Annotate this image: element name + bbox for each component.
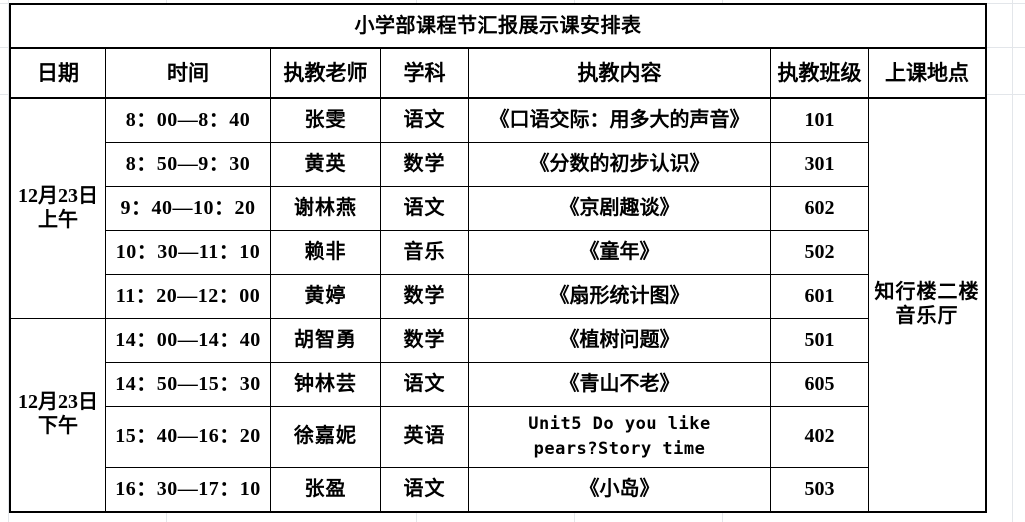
time-cell: 10：30—11：10 [105,230,271,275]
title-row: 小学部课程节汇报展示课安排表 [9,4,987,49]
subject-cell: 数学 [380,274,469,319]
teacher-cell: 黄婷 [270,274,381,319]
date-line-2: 上午 [38,208,78,231]
subject-cell: 音乐 [380,230,469,275]
teacher-cell: 钟林芸 [270,362,381,407]
subject-cell: 数学 [380,318,469,363]
time-cell: 14：00—14：40 [105,318,271,363]
class-cell: 601 [770,274,869,319]
date-cell: 12月23日 下午 [10,318,106,512]
location-line-2: 音乐厅 [895,305,959,327]
time-cell: 8：00—8：40 [105,97,271,143]
table-header-row: 日期 时间 执教老师 学科 执教内容 执教班级 上课地点 [10,47,987,99]
table-row: 15：40—16：20 徐嘉妮 英语 Unit5 Do you like pears?S… [11,406,986,468]
location-cell: 知行楼二楼 音乐厅 [867,97,987,512]
date-line-2: 下午 [38,415,78,437]
subject-cell: 数学 [380,142,469,187]
date-cell: 12月23日 上午 [10,97,106,319]
table-row: 9：40—10：20 谢林燕 语文 《京剧趣谈》 602 [11,186,986,231]
date-line-1: 12月23日 [18,184,98,207]
content-cell: 《口语交际：用多大的声音》 [468,97,771,143]
teacher-cell: 胡智勇 [270,318,381,363]
date-line-1: 12月23日 [18,391,98,414]
column-header-date: 日期 [10,47,106,99]
class-cell: 501 [770,318,869,363]
teacher-cell: 张盈 [270,467,381,512]
content-cell: 《青山不老》 [468,362,771,407]
class-cell: 605 [770,362,869,407]
content-cell: 《分数的初步认识》 [468,142,771,187]
content-cell: Unit5 Do you like pears?Story time [468,406,771,468]
table-row: 14：50—15：30 钟林芸 语文 《青山不老》 605 [11,362,986,407]
table-row: 12月23日 下午 14：00—14：40 胡智勇 数学 《植树问题》 501 [10,318,986,512]
location-line-1: 知行楼二楼 [874,281,980,304]
subject-cell: 语文 [380,467,469,512]
class-cell: 503 [770,467,869,512]
column-header-content: 执教内容 [468,47,771,99]
time-cell: 11：20—12：00 [105,274,271,319]
column-header-subject: 学科 [380,47,469,99]
subject-cell: 语文 [380,97,469,143]
schedule-sheet: 小学部课程节汇报展示课安排表 日期 时间 执教老师 学科 执教内容 执教班级 上课地点 12月2… [8,3,988,513]
content-cell: 《小岛》 [468,467,771,512]
teacher-cell: 张雯 [270,97,381,143]
table-row: 10：30—11：10 赖非 音乐 《童年》 502 [11,230,986,275]
time-cell: 14：50—15：30 [105,362,271,407]
time-cell: 9：40—10：20 [105,186,271,231]
teacher-cell: 谢林燕 [270,186,381,231]
content-line-2: pears?Story time [533,439,706,459]
subject-cell: 语文 [380,362,469,407]
table-row: 16：30—17：10 张盈 语文 《小岛》 503 [11,467,986,512]
teacher-cell: 黄英 [270,142,381,187]
column-header-teacher: 执教老师 [270,47,381,99]
content-cell: 《植树问题》 [468,318,771,363]
class-cell: 402 [770,406,869,468]
teacher-cell: 徐嘉妮 [270,406,381,468]
class-cell: 502 [770,230,869,275]
time-cell: 16：30—17：10 [105,467,271,512]
column-header-time: 时间 [105,47,271,99]
table-row: 11：20—12：00 黄婷 数学 《扇形统计图》 601 [11,274,986,319]
content-cell: 《京剧趣谈》 [468,186,771,231]
class-cell: 301 [770,142,869,187]
teacher-cell: 赖非 [270,230,381,275]
time-cell: 15：40—16：20 [105,406,271,468]
page-title: 小学部课程节汇报展示课安排表 [9,4,987,49]
class-cell: 101 [770,97,869,143]
table-row: 8：50—9：30 黄英 数学 《分数的初步认识》 301 [11,142,986,187]
class-cell: 602 [770,186,869,231]
subject-cell: 英语 [380,406,469,468]
content-line-1: Unit5 Do you like [528,414,711,435]
table-row: 12月23日 上午 8：00—8：40 张雯 语文 《口语交际：用多大的声音》 101 知行楼… [10,97,987,512]
time-cell: 8：50—9：30 [105,142,271,187]
schedule-table: 小学部课程节汇报展示课安排表 日期 时间 执教老师 学科 执教内容 执教班级 上课地点 12月2… [8,3,988,513]
column-header-class: 执教班级 [770,47,869,99]
content-cell: 《童年》 [468,230,771,275]
content-cell: 《扇形统计图》 [468,274,771,319]
column-header-place: 上课地点 [867,47,987,99]
subject-cell: 语文 [380,186,469,231]
